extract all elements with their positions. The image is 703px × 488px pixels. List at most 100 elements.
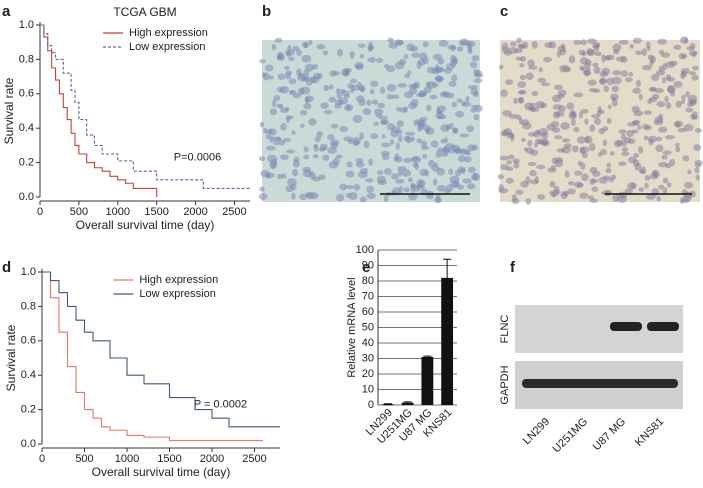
cell <box>591 178 599 183</box>
cell <box>656 101 666 108</box>
cell <box>638 187 645 192</box>
cell <box>511 194 517 202</box>
cell <box>451 101 458 108</box>
cell <box>681 70 687 78</box>
cell <box>579 146 586 155</box>
cell <box>413 81 420 89</box>
cell <box>606 117 612 124</box>
panel-c-image <box>497 36 703 205</box>
cell <box>510 41 517 47</box>
cell <box>273 140 280 146</box>
cell <box>454 169 461 177</box>
cell <box>286 115 294 120</box>
cell <box>467 166 476 173</box>
cell <box>448 80 457 87</box>
cell <box>535 100 545 109</box>
cell <box>584 118 589 125</box>
cell <box>384 167 392 176</box>
cell <box>643 135 649 141</box>
cell <box>418 90 427 98</box>
y-tick-label: 0.6 <box>19 88 34 100</box>
cell <box>383 195 389 203</box>
cell <box>381 134 386 139</box>
cell <box>381 142 391 148</box>
cell <box>578 49 586 56</box>
cell <box>431 165 440 172</box>
cell <box>350 78 357 84</box>
cell <box>411 52 421 59</box>
y-tick-label: 1.0 <box>21 266 36 278</box>
cell <box>559 65 567 73</box>
cell <box>390 173 399 180</box>
cell <box>297 87 305 96</box>
cell <box>537 77 547 83</box>
cell <box>553 185 560 192</box>
cell <box>424 169 430 177</box>
legend-label: High expression <box>139 274 218 286</box>
cell <box>525 176 531 184</box>
cell <box>359 196 367 203</box>
cell <box>525 197 532 205</box>
cell <box>583 69 591 77</box>
cell <box>437 57 445 65</box>
cell <box>632 87 642 94</box>
cell <box>530 106 540 112</box>
cell <box>689 42 696 50</box>
cell <box>683 181 693 189</box>
cell <box>455 110 465 118</box>
cell <box>579 111 584 119</box>
cell <box>296 74 307 82</box>
cell <box>271 99 277 108</box>
cell <box>389 139 395 145</box>
cell <box>669 158 676 167</box>
cell <box>685 91 690 98</box>
cell <box>395 178 405 184</box>
cell <box>444 92 455 99</box>
cell <box>336 92 342 100</box>
cell <box>450 45 456 52</box>
survival-curve <box>42 271 280 428</box>
cell <box>644 175 651 181</box>
cell <box>328 161 339 169</box>
cell <box>549 180 556 188</box>
cell <box>643 110 652 115</box>
cell <box>413 119 420 126</box>
cell <box>694 166 700 174</box>
cell <box>351 137 361 145</box>
cell <box>357 43 366 48</box>
cell <box>308 39 313 46</box>
cell <box>291 130 296 136</box>
cell <box>312 154 319 159</box>
cell <box>519 74 526 80</box>
error-bar <box>423 355 432 359</box>
cell <box>529 149 539 156</box>
cell <box>308 118 317 126</box>
cell <box>287 178 297 186</box>
x-tick-label: 1500 <box>157 453 181 465</box>
cell <box>403 54 409 59</box>
cell <box>437 147 444 153</box>
cell <box>322 50 329 56</box>
cell <box>665 74 672 81</box>
cell <box>323 109 333 115</box>
survival-curve <box>40 24 250 189</box>
cell <box>677 128 687 133</box>
cell <box>267 154 278 163</box>
cell <box>357 171 368 179</box>
cell <box>564 170 570 178</box>
cell <box>457 154 466 163</box>
cell <box>421 145 430 150</box>
cell <box>681 54 686 59</box>
cell <box>611 76 622 85</box>
cell <box>292 45 300 52</box>
cell <box>316 43 326 50</box>
cell <box>574 170 583 176</box>
cell <box>386 83 397 92</box>
cell <box>592 62 599 68</box>
y-axis-label: Survival rate <box>4 324 18 391</box>
cell <box>642 64 652 71</box>
legend-label: High expression <box>129 27 208 39</box>
cell <box>631 120 639 125</box>
cell <box>434 196 442 204</box>
y-tick-label: 0.8 <box>19 53 34 65</box>
